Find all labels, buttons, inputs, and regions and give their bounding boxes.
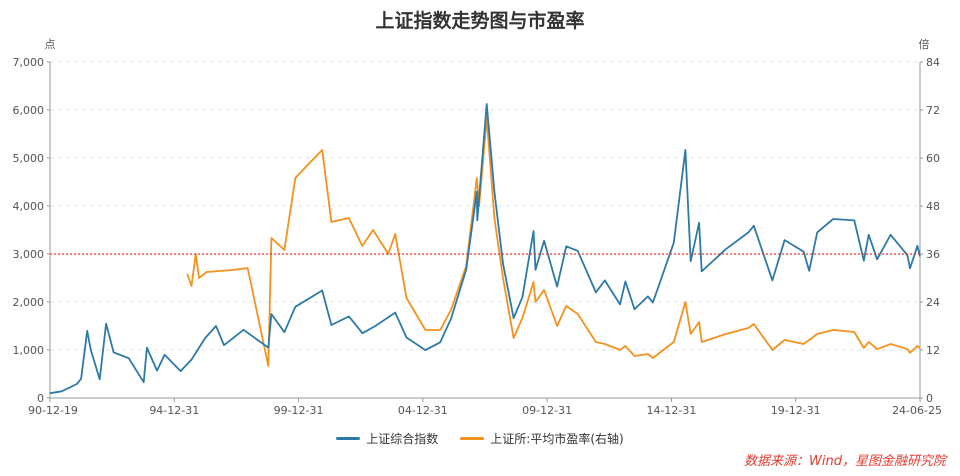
right-tick-label: 0 [926,392,933,405]
legend-swatch-index [336,437,361,440]
left-axis-ticks: 0 1,000 2,000 3,000 4,000 5,000 6,000 7,000 [13,56,51,405]
right-tick-label: 84 [926,56,940,69]
right-tick-label: 12 [926,344,940,357]
x-tick-label: 09-12-31 [522,404,572,417]
legend-item-index[interactable]: 上证综合指数 [336,430,438,447]
source-note: 数据来源：Wind，星图金融研究院 [744,454,946,469]
x-tick-label: 90-12-19 [28,404,78,417]
left-tick-label: 7,000 [13,56,45,69]
left-tick-label: 5,000 [13,152,45,165]
legend-item-pe[interactable]: 上证所:平均市盈率(右轴) [460,430,624,447]
chart-title: 上证指数走势图与市盈率 [375,10,585,32]
legend: 上证综合指数 上证所:平均市盈率(右轴) [0,430,960,447]
x-tick-label: 99-12-31 [274,404,324,417]
right-tick-label: 60 [926,152,940,165]
right-axis-unit: 倍 [919,37,930,51]
right-tick-label: 36 [926,248,940,261]
legend-label-pe: 上证所:平均市盈率(右轴) [490,432,624,446]
left-tick-label: 4,000 [13,200,45,213]
right-tick-label: 48 [926,200,940,213]
right-tick-label: 72 [926,104,940,117]
series-layer [49,103,921,395]
x-tick-label: 19-12-31 [771,404,821,417]
left-tick-label: 3,000 [13,248,45,261]
left-tick-label: 6,000 [13,104,45,117]
series-line-index [49,103,921,395]
x-tick-label: 94-12-31 [149,404,199,417]
x-tick-label: 24-06-25 [892,404,942,417]
x-tick-label: 14-12-31 [646,404,696,417]
legend-label-index: 上证综合指数 [366,432,439,446]
right-tick-label: 24 [926,296,940,309]
left-tick-label: 0 [37,392,44,405]
series-line-pe [186,117,921,367]
x-tick-label: 04-12-31 [398,404,448,417]
left-tick-label: 1,000 [13,344,45,357]
right-axis-ticks: 0 12 24 36 48 60 72 84 [919,56,940,405]
left-tick-label: 2,000 [13,296,45,309]
x-axis-ticks: 90-12-19 94-12-31 99-12-31 04-12-31 09-12-31… [28,398,942,417]
left-axis-unit: 点 [45,38,56,51]
legend-swatch-pe [460,437,485,440]
grid-lines [50,61,920,399]
